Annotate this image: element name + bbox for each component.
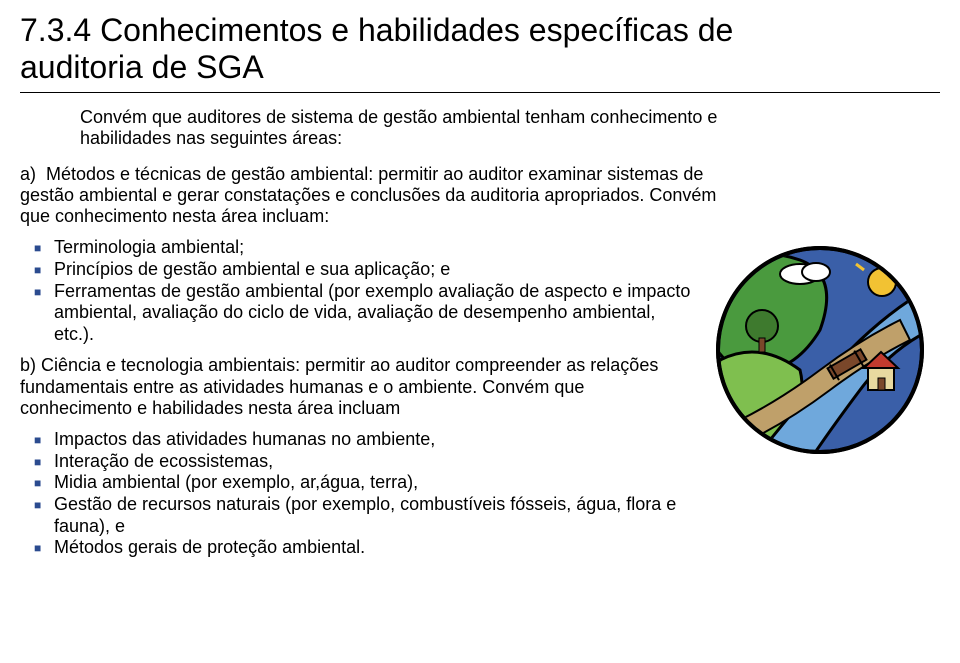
title-divider [20,92,940,93]
list-item: Princípios de gestão ambiental e sua apl… [20,259,694,281]
list-item: Ferramentas de gestão ambiental (por exe… [20,281,694,346]
section-a-letter: a) [20,164,46,185]
list-item: Gestão de recursos naturais (por exemplo… [20,494,694,537]
list-item: Interação de ecossistemas, [20,451,694,473]
list-item: Midia ambiental (por exemplo, ar,água, t… [20,472,694,494]
list-item: Terminologia ambiental; [20,237,694,259]
list-item: Métodos gerais de proteção ambiental. [20,537,694,559]
list-item: Impactos das atividades humanas no ambie… [20,429,694,451]
section-a-text: Métodos e técnicas de gestão ambiental: … [20,164,716,226]
title-line-1: 7.3.4 Conhecimentos e habilidades especí… [20,12,733,48]
environment-globe-icon [710,240,930,460]
section-b: b) Ciência e tecnologia ambientais: perm… [20,355,660,419]
section-a: a)Métodos e técnicas de gestão ambiental… [20,164,720,228]
page-title: 7.3.4 Conhecimentos e habilidades especí… [20,12,940,86]
title-line-2: auditoria de SGA [20,49,264,85]
intro-paragraph: Convém que auditores de sistema de gestã… [80,107,720,150]
